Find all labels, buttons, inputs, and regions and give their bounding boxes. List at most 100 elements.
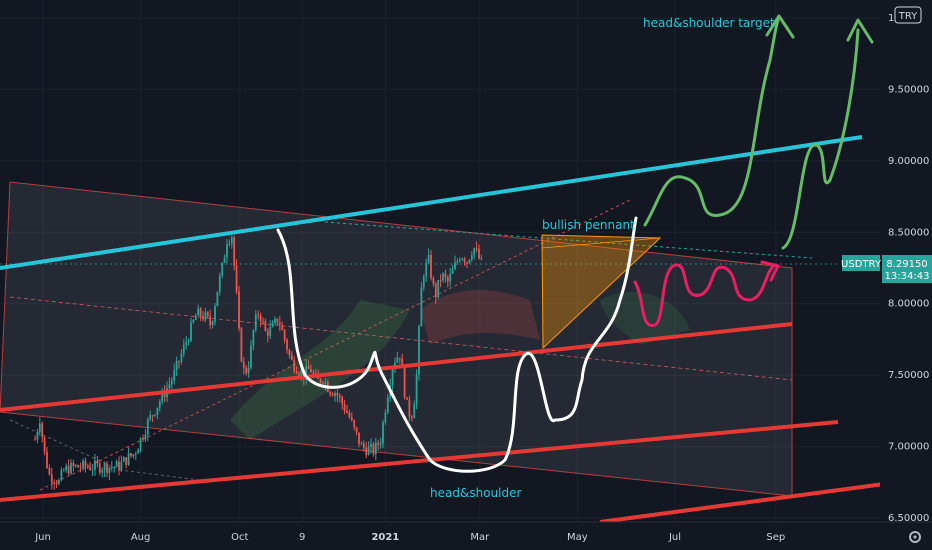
candle-body: [463, 258, 466, 263]
candle-body: [454, 262, 456, 270]
candle-body: [324, 381, 327, 384]
candle-body: [130, 453, 132, 456]
candle-body: [70, 462, 72, 474]
annotation-bullish-pennant: bullish pennant: [542, 218, 635, 232]
candle-body: [350, 417, 353, 421]
candle-body: [439, 280, 442, 282]
candle-body: [103, 463, 106, 471]
candle-body: [382, 422, 384, 444]
candle-body: [178, 360, 180, 362]
candle-body: [38, 423, 41, 433]
candle-body: [456, 261, 459, 263]
pennant-axis: [541, 237, 661, 249]
candle-body: [170, 380, 173, 385]
candle-body: [434, 283, 437, 298]
candle-body: [187, 340, 190, 343]
candle-body: [192, 320, 195, 323]
candle-body: [353, 420, 356, 428]
target-path-green-1: [643, 18, 780, 227]
y-tick-label: 7.50000: [888, 370, 929, 381]
head-shoulder-drawing: [276, 216, 638, 473]
candle-body: [98, 463, 101, 473]
currency-badge[interactable]: TRY: [894, 6, 922, 24]
candle-body: [283, 329, 286, 340]
candle-body: [360, 443, 363, 445]
candle-body: [94, 460, 96, 470]
candle-body: [74, 465, 77, 467]
cloud-green: [230, 300, 410, 440]
y-tick-label: 10: [888, 13, 901, 24]
candle-body: [288, 349, 291, 355]
candle-body: [216, 291, 219, 307]
candle-body: [406, 397, 408, 400]
target-arrowhead-1: [765, 14, 795, 39]
candles: [34, 235, 483, 490]
candle-body: [242, 361, 245, 368]
x-tick-label: Mar: [470, 532, 490, 543]
candle-body: [312, 372, 315, 374]
candle-body: [77, 465, 80, 468]
settings-gear-icon[interactable]: [909, 531, 921, 543]
candle-body: [298, 373, 300, 376]
candle-body: [442, 273, 444, 281]
candle-body: [110, 467, 113, 469]
candle-body: [370, 444, 372, 448]
candle-body: [120, 461, 123, 471]
candle-body: [458, 260, 461, 262]
annotation-head-shoulder: head&shoulder: [430, 486, 521, 500]
candle-body: [96, 460, 99, 464]
candle-body: [346, 411, 348, 413]
candle-body: [408, 399, 411, 417]
candle-body: [235, 265, 238, 292]
candle-body: [101, 470, 104, 473]
candle-body: [60, 470, 63, 481]
candle-body: [259, 315, 262, 322]
candle-body: [41, 423, 44, 438]
candle-body: [58, 480, 60, 485]
candle-body: [418, 326, 420, 375]
candle-body: [161, 391, 164, 402]
candle-body: [470, 255, 473, 260]
candle-body: [125, 457, 128, 465]
symbol-tag-box: [842, 255, 880, 271]
candle-body: [86, 466, 89, 468]
candle-body: [211, 321, 214, 326]
candle-body: [158, 401, 161, 408]
upper-cyan-trendline: [0, 135, 863, 270]
candle-body: [278, 322, 281, 326]
time-axis[interactable]: Jun Aug Oct 9 2021 Mar May Jul Sep: [0, 521, 932, 550]
candle-body: [422, 276, 425, 288]
candle-body: [36, 432, 39, 440]
candle-body: [372, 444, 375, 455]
candle-body: [233, 237, 236, 266]
x-tick-label: Aug: [131, 532, 151, 543]
candle-body: [266, 330, 269, 336]
y-tick-label: 8.00000: [888, 299, 929, 310]
candle-body: [175, 360, 178, 371]
candle-body: [480, 258, 483, 260]
candle-body: [391, 368, 394, 386]
channel-midline: [9, 296, 793, 381]
candle-body: [173, 370, 176, 381]
candle-body: [48, 467, 51, 475]
candle-body: [466, 262, 468, 264]
candle-body: [182, 344, 185, 354]
candle-body: [362, 443, 365, 448]
candle-body: [55, 482, 58, 485]
candle-body: [319, 378, 322, 383]
y-tick-label: 8.50000: [888, 227, 929, 238]
candle-body: [415, 374, 418, 405]
candle-body: [228, 243, 231, 245]
candle-body: [168, 384, 171, 389]
candle-body: [122, 457, 125, 462]
candle-body: [449, 273, 452, 282]
x-tick-label: 2021: [371, 532, 399, 543]
candle-body: [338, 395, 341, 398]
candle-body: [144, 434, 147, 439]
candle-body: [367, 447, 370, 455]
candle-body: [478, 249, 480, 259]
target-path-green-2: [781, 28, 860, 250]
candle-body: [425, 262, 428, 277]
candle-body: [276, 318, 279, 323]
